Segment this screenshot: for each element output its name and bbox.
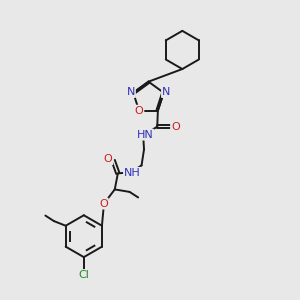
- Text: O: O: [103, 154, 112, 164]
- Text: N: N: [127, 87, 135, 97]
- Text: N: N: [162, 87, 170, 97]
- Text: O: O: [99, 199, 108, 208]
- Text: O: O: [171, 122, 180, 132]
- Text: HN: HN: [136, 130, 153, 140]
- Text: O: O: [135, 106, 143, 116]
- Text: Cl: Cl: [78, 270, 89, 280]
- Text: NH: NH: [124, 168, 141, 178]
